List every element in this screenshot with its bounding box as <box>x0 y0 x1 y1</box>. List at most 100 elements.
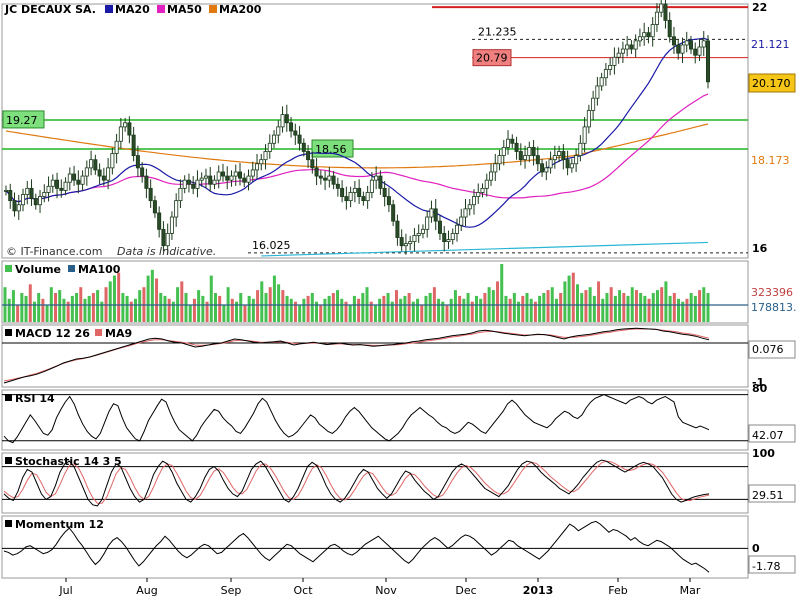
volume-bar <box>554 298 558 322</box>
candle-body <box>157 212 162 230</box>
candle-body <box>242 177 247 183</box>
candle <box>497 149 502 171</box>
candle <box>471 189 476 215</box>
candle <box>420 224 425 239</box>
volume-bar <box>243 304 247 322</box>
momentum-line <box>3 520 710 573</box>
candle-body <box>629 44 634 50</box>
candle-body <box>314 167 319 177</box>
volume-bar <box>411 301 415 322</box>
macd-last-value: 0.076 <box>752 343 784 356</box>
volume-bar <box>315 301 319 322</box>
volume-bar <box>285 295 289 322</box>
stoch-legend-swatch-0 <box>5 457 12 464</box>
panel-frames <box>1 3 749 579</box>
candle-body <box>174 200 179 218</box>
candle-body <box>608 65 613 70</box>
candle <box>680 37 685 63</box>
candle-body <box>612 56 617 66</box>
volume-bar <box>496 281 500 322</box>
macd-tick-label: -1 <box>752 376 764 389</box>
candle-body <box>55 179 60 189</box>
candle-body <box>552 155 557 161</box>
candle-body <box>582 126 587 144</box>
candle <box>480 183 485 198</box>
volume-bar <box>576 284 580 322</box>
legend-swatch-ma50 <box>157 5 165 13</box>
candle <box>476 183 481 204</box>
candle <box>161 221 166 252</box>
candle-body <box>276 126 281 136</box>
volume-bar <box>293 301 297 322</box>
volume-bar <box>559 293 563 322</box>
volume-bar <box>693 295 697 322</box>
candle-body <box>701 40 706 48</box>
volume-bar <box>336 290 340 322</box>
disclaimer: Data is Indicative. <box>117 245 216 258</box>
macd-value-box <box>748 340 796 359</box>
volume-bar <box>87 295 91 322</box>
candle-body <box>327 175 332 181</box>
candle-body <box>544 167 549 173</box>
legend-label-ma200: MA200 <box>219 3 262 16</box>
candle-body <box>21 194 26 206</box>
x-tick-label: Jul <box>58 584 72 597</box>
candle <box>433 199 438 231</box>
volume-bar <box>361 293 365 322</box>
candle <box>165 223 170 255</box>
candle <box>706 35 711 89</box>
volume-bar <box>584 290 588 322</box>
x-tick-label: Oct <box>293 584 313 597</box>
candle <box>582 117 587 153</box>
candle <box>301 138 306 157</box>
candle-body <box>680 44 685 54</box>
volume-bar <box>449 298 453 322</box>
volume-bar <box>681 301 685 322</box>
volume-last-value: 323396 <box>751 286 793 299</box>
candle-body <box>429 208 434 218</box>
candle-body <box>246 175 251 183</box>
volume-bar <box>281 290 285 322</box>
volume-bar <box>529 298 533 322</box>
candle <box>527 141 532 163</box>
candle-body <box>76 179 81 185</box>
volume-bar <box>470 301 474 322</box>
candle <box>255 153 260 179</box>
volume-bar <box>378 298 382 322</box>
rsi-line <box>3 394 710 444</box>
candle-body <box>403 243 408 247</box>
volume-bar <box>91 293 95 322</box>
candle <box>297 126 302 151</box>
candle-body <box>67 173 72 183</box>
candle-body <box>280 114 285 128</box>
volume-bar <box>159 293 163 322</box>
candle <box>144 168 149 199</box>
candle-body <box>340 187 345 197</box>
candle <box>314 158 319 186</box>
candle-body <box>654 11 659 25</box>
candle <box>59 179 64 198</box>
volume-bar <box>483 293 487 322</box>
candle <box>25 180 30 205</box>
volume-bar <box>121 293 125 322</box>
candle-body <box>89 159 94 169</box>
volume-bar <box>235 301 239 322</box>
candle <box>501 140 506 166</box>
volume-bar <box>319 304 323 322</box>
candle <box>216 165 221 189</box>
volume-bar <box>218 295 222 322</box>
x-tick-label: Dec <box>455 584 476 597</box>
volume-ma-legend-label: MA100 <box>78 263 121 276</box>
volume-bar <box>474 295 478 322</box>
volume-bar <box>344 301 348 322</box>
macd-legend-swatch-0 <box>5 329 12 336</box>
x-tick-label: 2013 <box>523 584 554 597</box>
rsi-last-value: 42.07 <box>752 429 784 442</box>
candle-body <box>255 163 260 171</box>
legend: MA20 MA50 MA200 <box>105 3 262 16</box>
candle <box>484 173 489 197</box>
volume-bar <box>668 295 672 322</box>
candle <box>540 158 545 177</box>
candle-body <box>620 48 625 54</box>
